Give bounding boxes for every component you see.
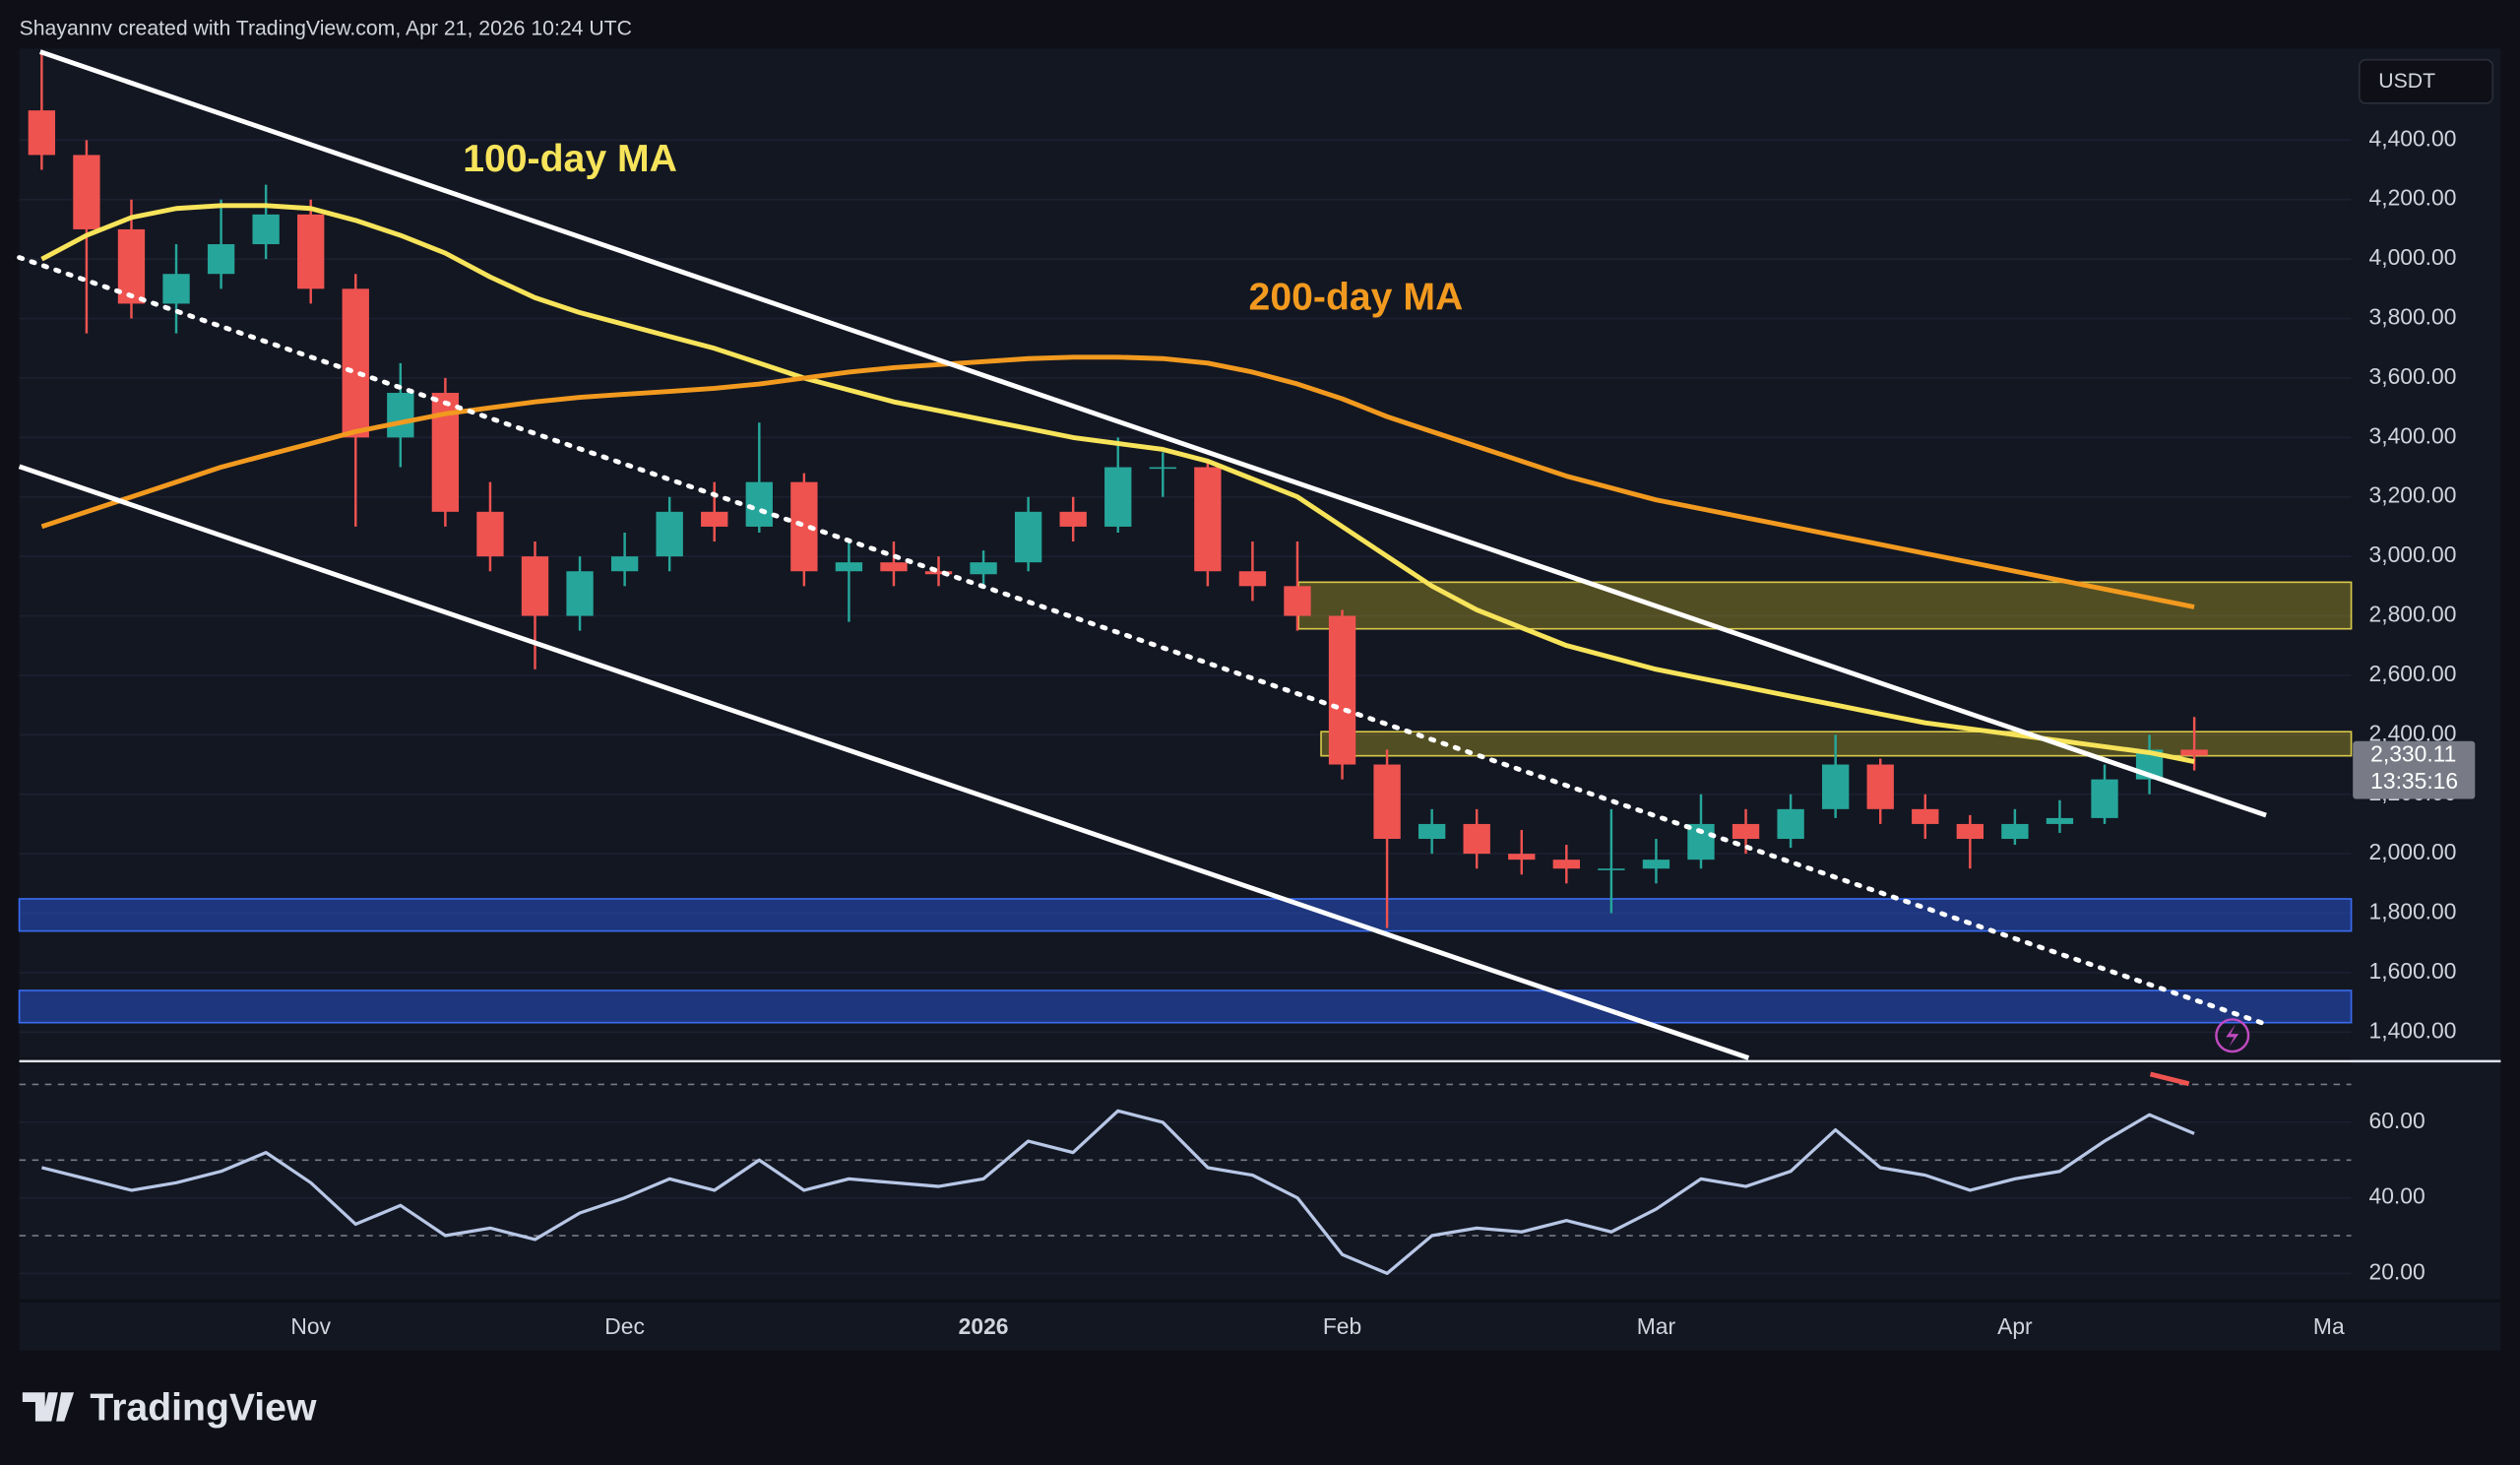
- candle-body: [2180, 749, 2208, 756]
- currency: USDT: [2378, 70, 2435, 93]
- moving-average: [40, 354, 2195, 609]
- candle-body: [1149, 467, 1176, 470]
- candle-body: [701, 511, 728, 527]
- candle-body: [521, 556, 549, 616]
- candle-body: [1732, 823, 1760, 840]
- y-tick-label: 1,600.00: [2369, 958, 2457, 984]
- y-tick-label: 4,200.00: [2369, 185, 2457, 211]
- candle-body: [656, 511, 683, 557]
- candle-body: [1777, 808, 1804, 840]
- channel-lower: [18, 464, 1750, 1060]
- candle-body: [1373, 764, 1401, 840]
- candle-body: [1104, 467, 1132, 527]
- y-tick-label: 4,000.00: [2369, 244, 2457, 270]
- support-zone: [18, 989, 2353, 1024]
- logo-text: TradingView: [90, 1387, 317, 1430]
- candle-body: [1866, 764, 1894, 809]
- y-tick-label: 1,800.00: [2369, 899, 2457, 924]
- alert-bolt: [2226, 1024, 2239, 1048]
- candle-body: [1552, 860, 1580, 869]
- countdown: 13:35:16: [2370, 768, 2458, 794]
- candle-body: [1328, 615, 1356, 765]
- header-text: Shayannv created with TradingView.com, A…: [20, 17, 632, 39]
- candle-body: [117, 228, 146, 304]
- candle-body: [1059, 511, 1087, 527]
- support-zone: [18, 898, 2353, 932]
- candle-body: [880, 562, 908, 572]
- candle-body: [73, 155, 100, 229]
- y-tick-label: 4,400.00: [2369, 125, 2457, 151]
- x-tick-label: Apr: [1997, 1313, 2033, 1339]
- candle-body: [1598, 868, 1625, 870]
- ma-label: 200-day MA: [1249, 276, 1464, 318]
- candle-body: [2091, 779, 2118, 818]
- candle-body: [387, 393, 414, 438]
- candle-body: [1912, 808, 1939, 824]
- candle-body: [835, 562, 863, 572]
- rsi-pane: [19, 1064, 2352, 1300]
- ma-label: 100-day MA: [463, 138, 677, 180]
- x-tick-label: 2026: [959, 1313, 1009, 1339]
- y-tick-label: 1,400.00: [2369, 1017, 2457, 1043]
- moving-average: [40, 203, 2195, 764]
- rsi-line: [41, 1109, 2195, 1276]
- candle-body: [162, 274, 190, 304]
- x-tick-label: Ma: [2313, 1313, 2345, 1339]
- candle-body: [1238, 571, 1267, 587]
- y-tick-label: 3,800.00: [2369, 304, 2457, 330]
- candle-body: [1463, 823, 1490, 855]
- y-tick-label: 20.00: [2369, 1258, 2426, 1284]
- last-price-box: [2353, 740, 2476, 799]
- y-tick-label: 60.00: [2369, 1108, 2426, 1133]
- y-tick-label: 2,600.00: [2369, 661, 2457, 686]
- y-tick-label: 2,800.00: [2369, 602, 2457, 627]
- y-tick-label: 3,200.00: [2369, 482, 2457, 508]
- candle-body: [28, 110, 56, 156]
- y-tick-label: 3,600.00: [2369, 363, 2457, 389]
- y-tick-label: 3,000.00: [2369, 541, 2457, 567]
- x-tick-label: Mar: [1637, 1313, 1676, 1339]
- candle-body: [2001, 823, 2029, 840]
- candle-body: [970, 562, 997, 575]
- candle-body: [924, 571, 953, 575]
- currency-box[interactable]: [2358, 58, 2494, 104]
- y-tick-label: 3,400.00: [2369, 422, 2457, 448]
- channel-upper: [39, 49, 2267, 818]
- candle-body: [610, 556, 639, 572]
- y-tick-label: 2,000.00: [2369, 839, 2457, 864]
- candle-body: [342, 288, 369, 438]
- divergence-line: [2149, 1071, 2190, 1087]
- candle-body: [1014, 511, 1042, 563]
- logo-mark: [22, 1392, 75, 1422]
- candle-body: [1418, 823, 1446, 840]
- candle-body: [1821, 764, 1850, 809]
- candle-body: [1284, 586, 1311, 616]
- candle-body: [1642, 860, 1670, 869]
- candle-body: [2046, 817, 2074, 824]
- price-axis: [2351, 48, 2501, 1300]
- candle-body: [1194, 467, 1222, 572]
- alert-icon[interactable]: [2215, 1018, 2250, 1053]
- x-tick-label: Dec: [604, 1313, 645, 1339]
- candle-body: [1956, 823, 1984, 840]
- time-axis: [19, 1302, 2501, 1351]
- x-tick-label: Feb: [1323, 1313, 1361, 1339]
- candle-body: [207, 244, 235, 275]
- candle-body: [476, 511, 504, 557]
- candle-body: [1508, 854, 1536, 860]
- channel-mid: [17, 255, 2269, 1027]
- candle-body: [745, 481, 773, 527]
- price-pane: [19, 48, 2352, 1058]
- last-price: 2,330.11: [2370, 740, 2456, 766]
- y-tick-label: 40.00: [2369, 1183, 2426, 1209]
- candle-body: [252, 214, 280, 245]
- candle-body: [297, 214, 325, 289]
- x-tick-label: Nov: [290, 1313, 331, 1339]
- candle-body: [566, 571, 594, 616]
